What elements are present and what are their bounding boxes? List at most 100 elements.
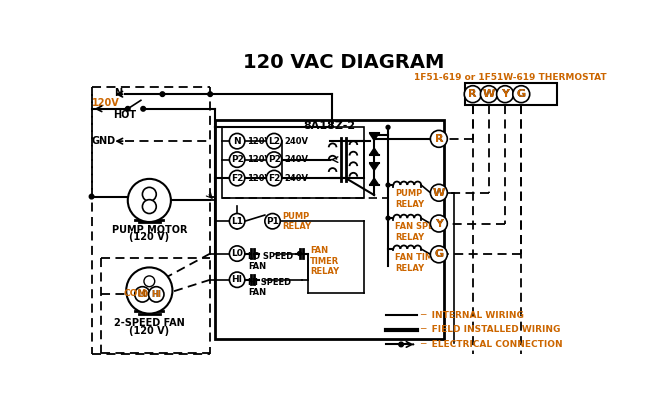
- Circle shape: [386, 125, 390, 129]
- Bar: [222, 127, 364, 198]
- Circle shape: [372, 133, 377, 137]
- Circle shape: [125, 106, 130, 111]
- Text: 120V: 120V: [247, 137, 271, 146]
- Text: N: N: [114, 88, 122, 98]
- Text: L0: L0: [137, 290, 148, 299]
- Text: G: G: [434, 249, 444, 259]
- Circle shape: [144, 276, 155, 287]
- Circle shape: [229, 171, 245, 186]
- Circle shape: [143, 200, 156, 214]
- Text: FAN
TIMER
RELAY: FAN TIMER RELAY: [310, 246, 340, 276]
- Text: 240V: 240V: [284, 137, 308, 146]
- Text: (120 V): (120 V): [129, 326, 170, 336]
- Circle shape: [386, 216, 390, 220]
- Bar: [465, 83, 557, 105]
- Text: R: R: [435, 134, 443, 144]
- Text: HI: HI: [151, 290, 161, 299]
- Text: 240V: 240V: [284, 173, 308, 183]
- Bar: [215, 119, 444, 339]
- Text: GND: GND: [92, 136, 116, 146]
- Circle shape: [229, 152, 245, 167]
- Circle shape: [160, 92, 165, 96]
- Circle shape: [480, 86, 497, 103]
- Circle shape: [89, 194, 94, 199]
- Text: Y: Y: [435, 219, 443, 228]
- Text: 1F51-619 or 1F51W-619 THERMOSTAT: 1F51-619 or 1F51W-619 THERMOSTAT: [414, 73, 607, 82]
- Text: ─  INTERNAL WIRING: ─ INTERNAL WIRING: [420, 310, 524, 320]
- Circle shape: [229, 214, 245, 229]
- Circle shape: [126, 267, 172, 313]
- Circle shape: [149, 287, 164, 302]
- Text: PUMP
RELAY: PUMP RELAY: [395, 189, 424, 209]
- Circle shape: [297, 252, 302, 256]
- Text: HI: HI: [151, 290, 161, 299]
- Circle shape: [430, 215, 448, 232]
- Text: P1: P1: [266, 217, 279, 226]
- Text: PUMP
RELAY: PUMP RELAY: [283, 212, 312, 231]
- Polygon shape: [370, 163, 379, 171]
- Polygon shape: [370, 133, 379, 140]
- Text: 120V: 120V: [247, 155, 271, 164]
- Text: F2: F2: [268, 173, 280, 183]
- Text: W: W: [433, 188, 445, 198]
- Text: COM: COM: [124, 289, 147, 298]
- Circle shape: [265, 214, 280, 229]
- Circle shape: [143, 187, 156, 201]
- Circle shape: [128, 179, 171, 222]
- Text: W: W: [483, 89, 495, 99]
- Text: W: W: [483, 89, 495, 99]
- Polygon shape: [370, 148, 379, 155]
- Circle shape: [208, 92, 212, 96]
- Text: 8A18Z-2: 8A18Z-2: [304, 121, 356, 131]
- Text: FAN SPEED
RELAY: FAN SPEED RELAY: [395, 222, 446, 242]
- Circle shape: [135, 287, 150, 302]
- Text: LO SPEED
FAN: LO SPEED FAN: [248, 251, 293, 271]
- Text: L1: L1: [231, 217, 243, 226]
- Circle shape: [267, 133, 282, 149]
- Circle shape: [141, 106, 145, 111]
- Text: Y: Y: [501, 89, 509, 99]
- Text: 120 VAC DIAGRAM: 120 VAC DIAGRAM: [243, 53, 444, 72]
- Circle shape: [229, 246, 245, 261]
- Text: ─  FIELD INSTALLED WIRING: ─ FIELD INSTALLED WIRING: [420, 325, 561, 334]
- Circle shape: [430, 130, 448, 147]
- Circle shape: [513, 86, 530, 103]
- Text: FAN TIMER
RELAY: FAN TIMER RELAY: [395, 253, 446, 272]
- Text: P2: P2: [230, 155, 244, 164]
- Circle shape: [399, 342, 403, 347]
- Text: 120V: 120V: [247, 173, 271, 183]
- Text: N: N: [233, 137, 241, 146]
- Circle shape: [267, 171, 282, 186]
- Text: G: G: [517, 89, 526, 99]
- Text: Y: Y: [501, 89, 509, 99]
- Circle shape: [229, 272, 245, 287]
- Polygon shape: [370, 178, 379, 185]
- Text: Y: Y: [435, 219, 443, 228]
- Circle shape: [229, 133, 245, 149]
- Circle shape: [267, 152, 282, 167]
- Text: HI SPEED
FAN: HI SPEED FAN: [248, 278, 291, 297]
- Text: HOT: HOT: [113, 110, 136, 120]
- Circle shape: [496, 86, 513, 103]
- Text: 240V: 240V: [284, 155, 308, 164]
- Circle shape: [464, 86, 481, 103]
- Text: 2-SPEED FAN: 2-SPEED FAN: [114, 318, 185, 328]
- Text: G: G: [517, 89, 526, 99]
- Text: R: R: [435, 134, 443, 144]
- Text: G: G: [434, 249, 444, 259]
- Text: HI: HI: [232, 275, 243, 284]
- Text: L2: L2: [268, 137, 280, 146]
- Text: ─  ELECTRICAL CONNECTION: ─ ELECTRICAL CONNECTION: [420, 340, 563, 349]
- Text: L0: L0: [137, 290, 148, 299]
- Text: R: R: [468, 89, 477, 99]
- Text: F2: F2: [231, 173, 243, 183]
- Circle shape: [386, 183, 390, 187]
- Text: P2: P2: [267, 155, 281, 164]
- Text: PUMP MOTOR: PUMP MOTOR: [112, 225, 187, 235]
- Text: 120V: 120V: [92, 98, 119, 108]
- Text: L0: L0: [231, 249, 243, 258]
- Text: R: R: [468, 89, 477, 99]
- Text: (120 V): (120 V): [129, 233, 170, 242]
- Text: W: W: [433, 188, 445, 198]
- Circle shape: [430, 246, 448, 263]
